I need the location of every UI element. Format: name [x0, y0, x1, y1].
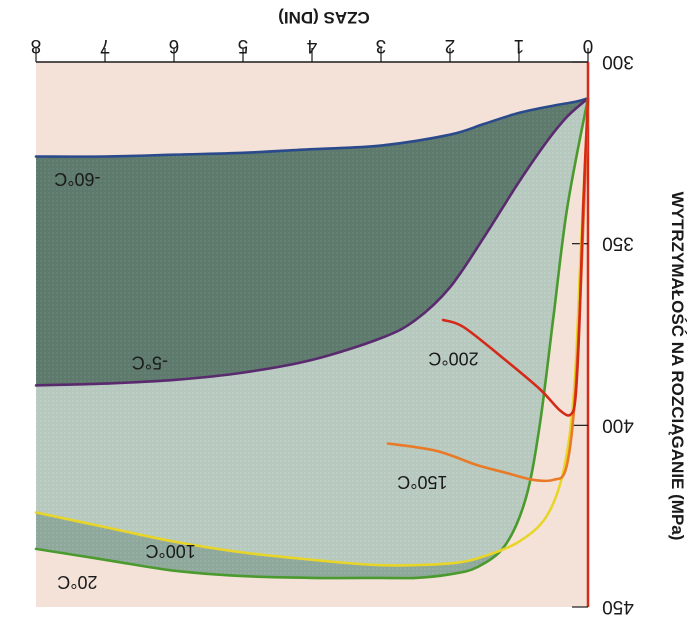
x-axis-title: CZAS (DNI) [278, 8, 370, 27]
fill-below-20c [36, 98, 588, 608]
series-line [34, 97, 590, 158]
fill-band-60c-5c [36, 98, 588, 386]
series-label: -60°C [54, 169, 100, 189]
series-lines [34, 97, 590, 580]
series-line [34, 97, 590, 580]
series-line [441, 97, 590, 417]
y-tick-label: 300 [602, 51, 634, 72]
x-tick-label: 5 [238, 35, 249, 56]
series-label: 20°C [57, 572, 97, 592]
fill-below-5c [36, 98, 588, 608]
tick-marks: 0 1 2 3 4 5 6 7 8 300 350 400 450 [31, 35, 634, 617]
series-label: 100°C [145, 541, 195, 561]
series-label: 200°C [428, 349, 478, 369]
x-tick-label: 4 [306, 35, 317, 56]
y-tick-label: 350 [602, 233, 634, 254]
series-line [34, 97, 590, 387]
y-axis-title: WYTRZYMAŁOŚĆ NA ROZCIĄGANIE (MPa) [668, 192, 687, 541]
region-fills [36, 98, 588, 608]
y-tick-label: 400 [602, 414, 634, 435]
y-tick-label: 450 [602, 596, 634, 617]
x-tick-label: 8 [31, 35, 42, 56]
x-tick-label: 0 [583, 35, 594, 56]
x-tick-label: 7 [100, 35, 111, 56]
x-tick-label: 3 [376, 35, 387, 56]
series-label: 150°C [397, 472, 447, 492]
x-tick-label: 1 [514, 35, 525, 56]
x-tick-label: 6 [169, 35, 180, 56]
series-label: -5°C [132, 352, 168, 372]
x-tick-label: 2 [445, 35, 456, 56]
series-labels: -60°C -5°C 200°C 150°C 100°C 20°C [54, 169, 478, 592]
